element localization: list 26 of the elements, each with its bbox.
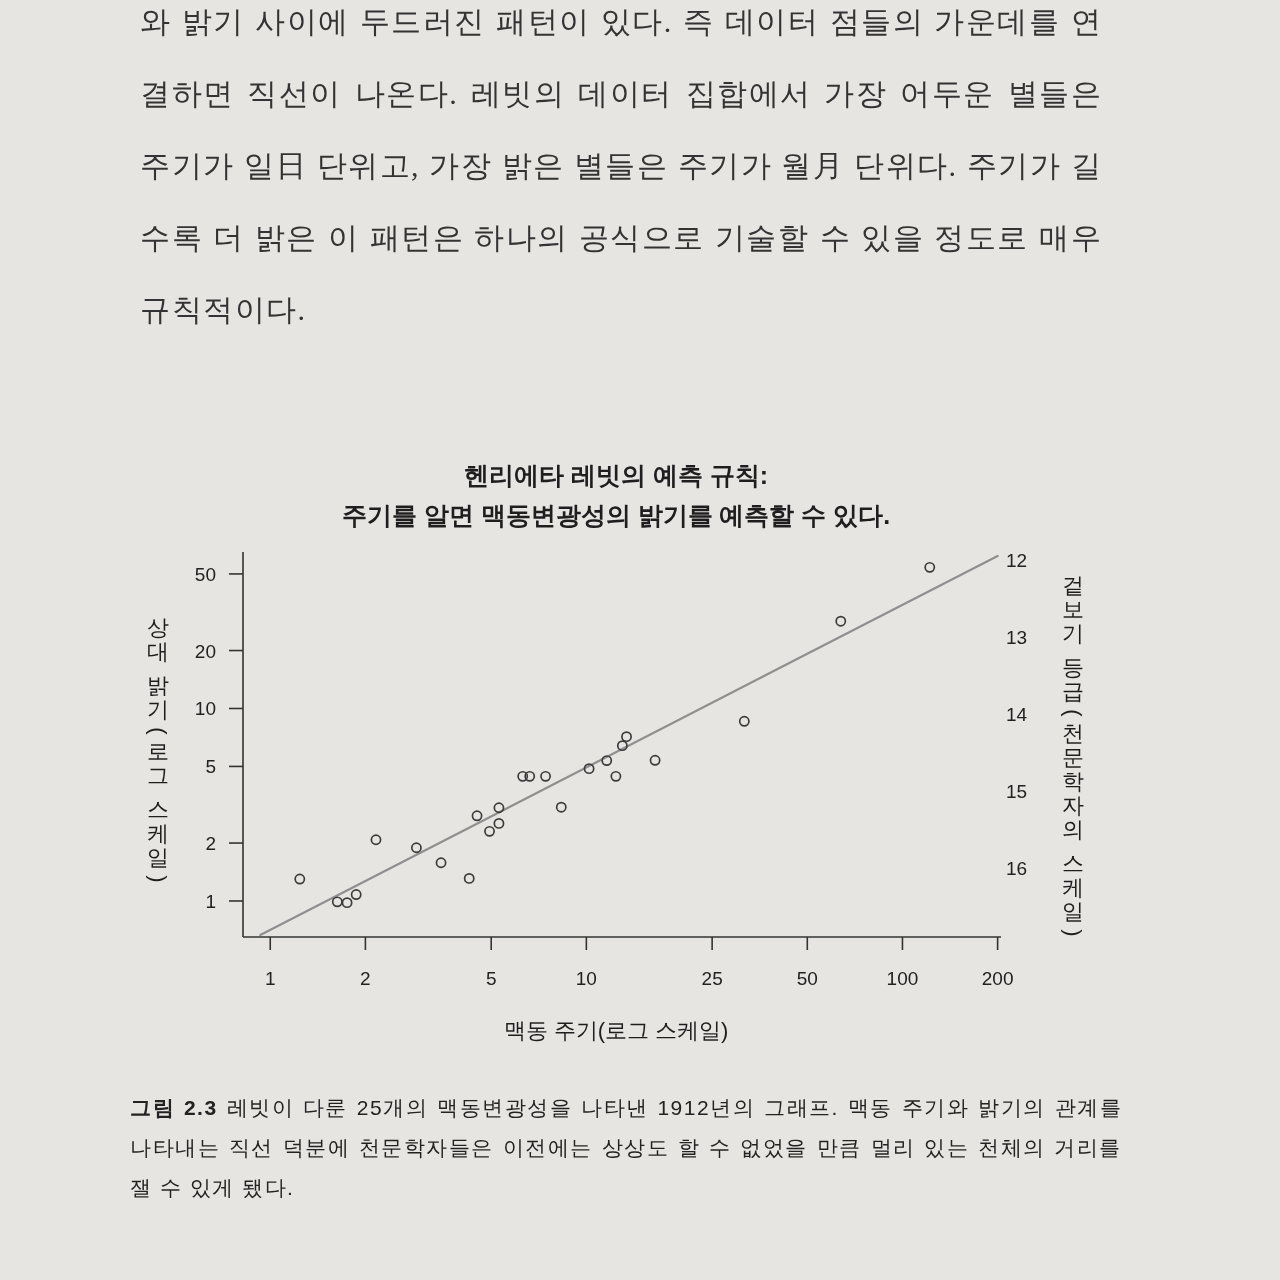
subtitle: 주기를 알면 맥동변광성의 밝기를 예측할 수 있다.: [341, 501, 891, 529]
x-tick-label: 5: [485, 968, 497, 989]
y2-tick-label: 15: [1006, 780, 1028, 802]
y-tick-label: 50: [194, 563, 216, 585]
x-tick-label: 1: [264, 968, 276, 989]
caption: 그림 2.3 레빗이 다룬 25개의 맥동변광성을 나타낸 1912년의 그래프. 맥동 주기와 밝기의 관계를 나타내는 직선 덕분에 천문학자들은 이전에는 상상도 할 수 없었을 만큼 멀리 있는 천체의 거리를 잴 수 있게 됐다.: [130, 1095, 1122, 1201]
y-tick-label: 2: [205, 833, 216, 855]
y2-tick-label: 13: [1006, 626, 1028, 648]
x-tick-label: 10: [575, 968, 597, 989]
annotation: 와 밝기 사이에 두드러진 패턴이 있다. 즉 데이터 점들의 가운데를 연결하면 직선이 나온다. 레빗의 데이터 집합에서 가장 어두운 별들은 주기가 일日 단위고, 가장 밝은 별들은 주기가 월月 단위다. 주기가 길수록 더 밝은 이 패턴은 하나의 공식으로 기술할 수 있을 정도로 매우 규칙적이다.: [140, 4, 1102, 328]
y-axis-title: 상대 밝기(로그 스케일): [145, 616, 172, 885]
y-tick-label: 1: [205, 891, 216, 912]
y2-axis-title: 겉보기 등급(천문학자의 스케일): [1060, 574, 1087, 939]
y-tick-label: 20: [194, 640, 216, 662]
x-tick-label: 200: [981, 968, 1014, 989]
x-tick-label: 25: [701, 968, 723, 989]
x-tick-label: 50: [796, 968, 818, 989]
x-axis-title: 맥동 주기(로그 스케일): [503, 1018, 729, 1043]
x-tick-label: 100: [886, 968, 919, 989]
y-tick-label: 5: [205, 756, 216, 778]
y2-tick-label: 12: [1006, 549, 1028, 571]
y-tick-label: 10: [194, 698, 216, 720]
y2-tick-label: 14: [1006, 703, 1028, 725]
y2-tick-label: 16: [1006, 857, 1028, 879]
title: 헨리에타 레빗의 예측 규칙:: [463, 461, 769, 489]
x-tick-label: 2: [360, 968, 371, 989]
